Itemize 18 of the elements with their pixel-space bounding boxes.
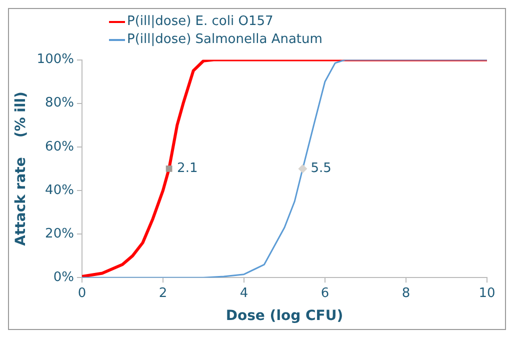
x-axis-title: Dose (log CFU) — [226, 308, 344, 324]
y-tick-label: 20% — [45, 226, 74, 242]
x-tick-label: 0 — [78, 286, 86, 301]
x-tick-label: 10 — [478, 286, 496, 301]
x-tick-label: 4 — [240, 286, 248, 301]
y-tick-label: 0% — [53, 270, 74, 285]
y-tick-label: 40% — [45, 182, 74, 198]
annotation: 2.1 — [177, 161, 198, 176]
x-tick-label: 6 — [320, 286, 330, 301]
legend-label: P(ill|dose) Salmonella Anatum — [127, 31, 322, 49]
y-tick-label: 60% — [45, 139, 74, 154]
annotation: 5.5 — [310, 161, 332, 176]
x-tick-label: 2 — [158, 286, 168, 301]
y-tick-label: 80% — [45, 96, 74, 111]
y-tick-label: 100% — [36, 52, 74, 68]
y-axis-title: Attack rate (% ill) — [13, 92, 30, 246]
legend-label: P(ill|dose) E. coli O157 — [127, 13, 274, 31]
x-tick-label: 8 — [402, 286, 410, 301]
